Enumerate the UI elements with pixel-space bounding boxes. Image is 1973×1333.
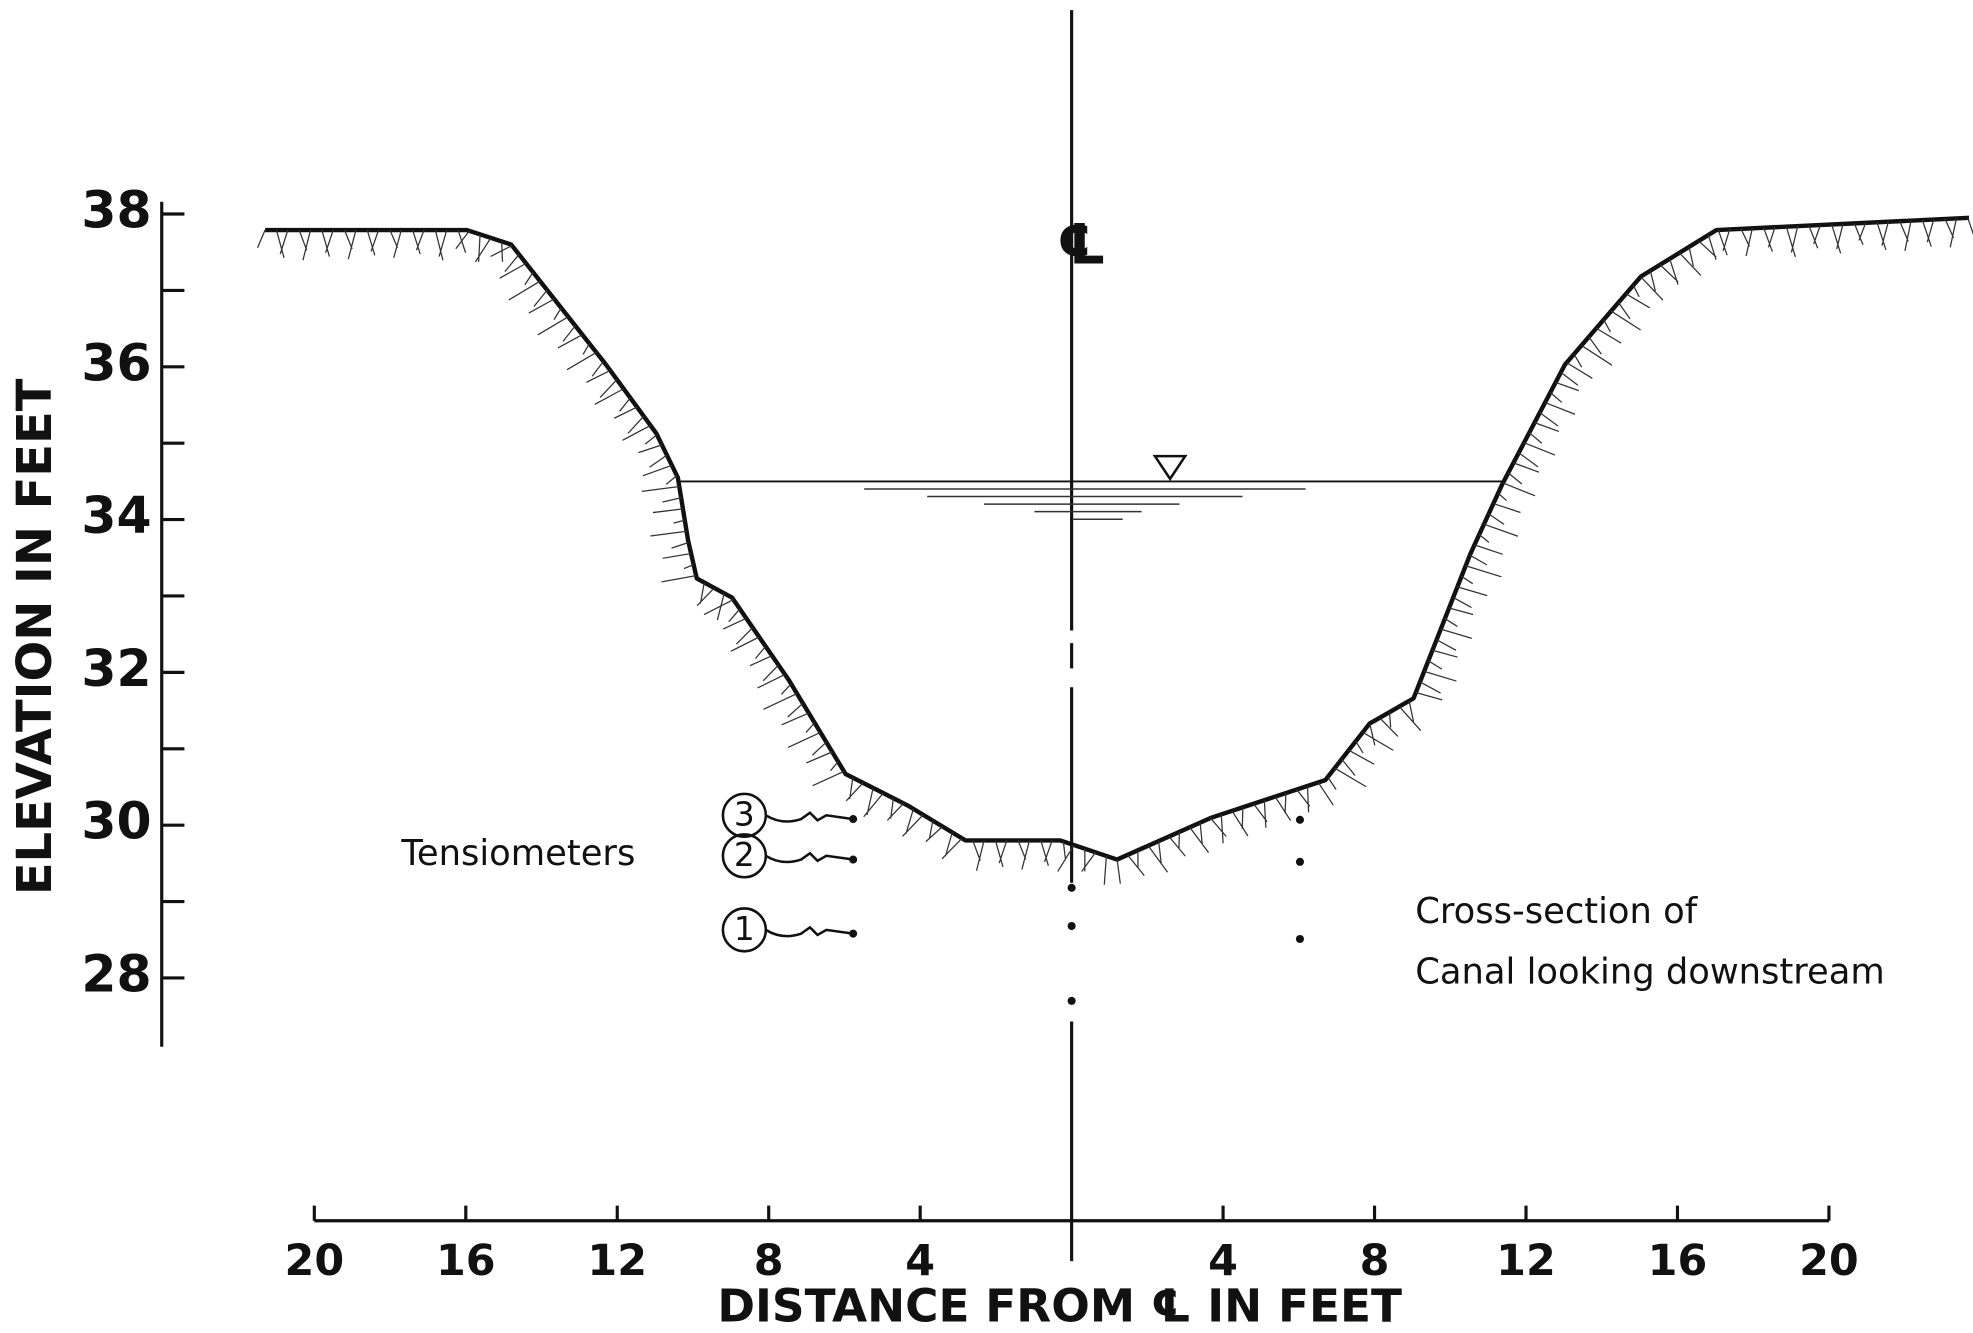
x-tick-label: 20 [284,1236,344,1286]
ground-profile [265,215,1970,862]
tensiometer [1295,857,1304,866]
y-tick-label: 32 [81,639,151,698]
y-tick-label: 38 [81,181,151,240]
water-symbol [1152,454,1188,482]
y-axis-label: ELEVATION IN FEET [8,378,63,895]
x-tick-label: 16 [436,1236,496,1286]
x-tick-label: 12 [1496,1236,1556,1286]
x-tick-label: 4 [1208,1236,1238,1286]
x-tick-label: 16 [1648,1236,1708,1286]
tensiometer-number: 2 [734,836,755,874]
tensiometer [1067,921,1076,931]
tensiometer-number: 1 [734,910,755,948]
annotation: Cross-section of [1415,891,1698,932]
tensiometer [1295,815,1304,824]
water-lines [864,488,1306,520]
tensiometer [1067,996,1076,1005]
y-tick-label: 34 [81,486,151,545]
soil-hatch [256,217,1973,885]
tensiometers-label: Tensiometers [400,833,635,874]
tensiometer-lead [765,811,854,823]
y-tick-label: 36 [81,333,151,392]
centerline-label: ℄ [1057,214,1107,278]
y-tick-label: 30 [81,792,151,851]
x-tick-label: 8 [754,1236,784,1286]
x-tick-label: 20 [1799,1236,1859,1286]
tensiometer-lead [765,851,854,864]
x-axis-label: DISTANCE FROM ℄ IN FEET [717,1280,1402,1333]
tensiometer [1067,883,1076,892]
tensiometer-number: 3 [734,796,755,834]
y-tick-label: 28 [81,944,151,1003]
tensiometer-lead [765,925,854,938]
tensiometer [1295,934,1304,944]
x-tick-label: 12 [587,1236,647,1286]
annotation: Canal looking downstream [1415,952,1884,993]
x-tick-label: 4 [905,1236,935,1286]
x-tick-label: 8 [1360,1236,1390,1286]
